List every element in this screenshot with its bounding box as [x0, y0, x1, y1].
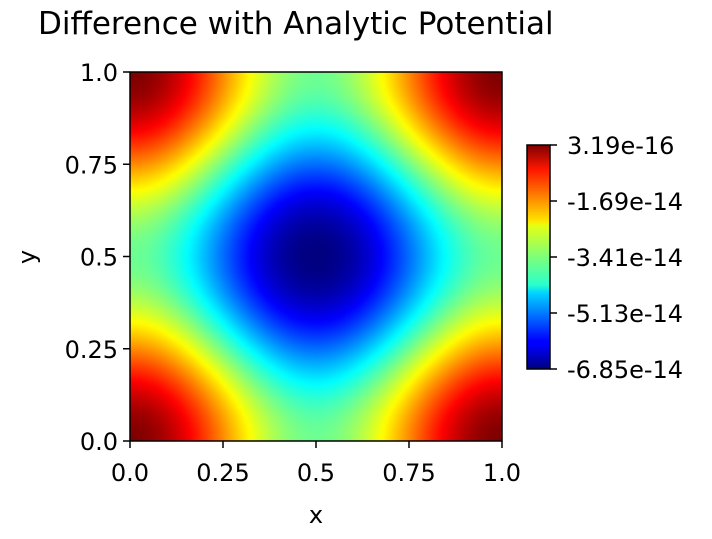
colorbar-tick-label: -3.41e-14	[567, 244, 683, 272]
x-axis-label: x	[309, 501, 323, 529]
y-tick-label: 0.25	[65, 336, 118, 364]
colorbar-axis: 3.19e-16 -1.69e-14 -3.41e-14 -5.13e-14 -6.85…	[550, 132, 683, 384]
colorbar	[527, 145, 550, 369]
x-tick-label: 0.75	[382, 459, 435, 487]
y-axis-label: y	[13, 250, 41, 264]
y-tick-label: 0.5	[80, 244, 118, 272]
x-tick-label: 1.0	[483, 459, 521, 487]
y-tick-label: 0.75	[65, 151, 118, 179]
y-axis: 0.0 0.25 0.5 0.75 1.0	[65, 59, 130, 456]
colorbar-tick-label: -6.85e-14	[567, 356, 683, 384]
y-tick-label: 0.0	[80, 428, 118, 456]
heatmap-image	[130, 72, 502, 441]
x-tick-label: 0.5	[297, 459, 335, 487]
x-tick-label: 0.0	[111, 459, 149, 487]
x-tick-label: 0.25	[196, 459, 249, 487]
colorbar-tick-label: -5.13e-14	[567, 300, 683, 328]
colorbar-tick-label: -1.69e-14	[567, 188, 683, 216]
y-tick-label: 1.0	[80, 59, 118, 87]
colorbar-tick-label: 3.19e-16	[567, 132, 674, 160]
x-axis: 0.0 0.25 0.5 0.75 1.0	[111, 441, 521, 487]
chart-title: Difference with Analytic Potential	[38, 6, 554, 42]
